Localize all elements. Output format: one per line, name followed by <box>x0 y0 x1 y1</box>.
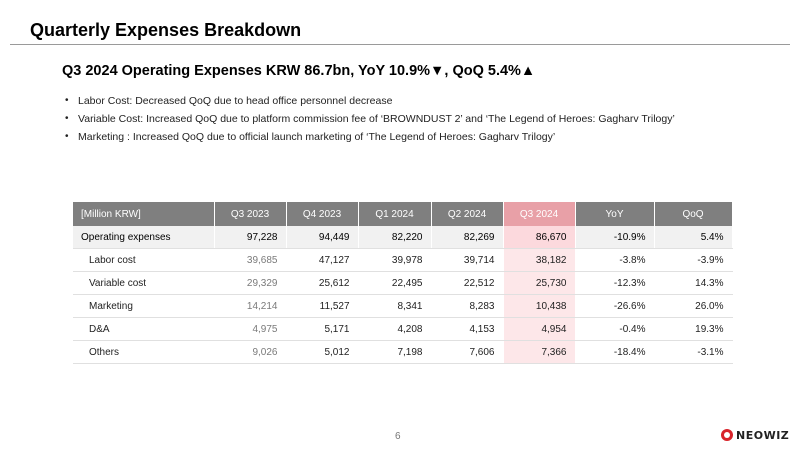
cell-value: 8,341 <box>358 294 432 318</box>
cell-value: 7,198 <box>358 340 432 364</box>
cell-value: 5,171 <box>286 317 359 341</box>
cell-value: -3.8% <box>575 248 655 272</box>
neowiz-logo: NEOWIZ <box>721 427 789 443</box>
cell-value: -3.1% <box>654 340 733 364</box>
cell-value: 4,208 <box>358 317 432 341</box>
cell-value: 11,527 <box>286 294 359 318</box>
table-row-marketing: Marketing 14,214 11,527 8,341 8,283 10,4… <box>73 294 733 318</box>
neowiz-logo-icon <box>721 429 733 441</box>
bullet-item: • Labor Cost: Decreased QoQ due to head o… <box>64 92 675 110</box>
cell-value: 8,283 <box>431 294 504 318</box>
cell-value: 14,214 <box>214 294 287 318</box>
bullet-text: Marketing : Increased QoQ due to officia… <box>78 131 556 143</box>
row-label: Others <box>73 340 215 364</box>
cell-value-highlight: 38,182 <box>503 248 576 272</box>
table-row-operating-expenses: Operating expenses 97,228 94,449 82,220 … <box>73 226 733 249</box>
cell-value-highlight: 25,730 <box>503 271 576 295</box>
cell-value: -10.9% <box>575 226 655 249</box>
cell-value: 29,329 <box>214 271 287 295</box>
row-label: Marketing <box>73 294 215 318</box>
bullet-item: • Variable Cost: Increased QoQ due to pla… <box>64 110 675 128</box>
row-label: D&A <box>73 317 215 341</box>
cell-value: 22,495 <box>358 271 432 295</box>
cell-value: 9,026 <box>214 340 287 364</box>
cell-value: 82,220 <box>358 226 432 249</box>
cell-value: 26.0% <box>654 294 733 318</box>
cell-value: 4,153 <box>431 317 504 341</box>
headline: Q3 2024 Operating Expenses KRW 86.7bn, Y… <box>62 63 536 79</box>
header-qoq: QoQ <box>654 202 733 226</box>
cell-value: 5,012 <box>286 340 359 364</box>
cell-value-highlight: 10,438 <box>503 294 576 318</box>
table-header-row: [Million KRW] Q3 2023 Q4 2023 Q1 2024 Q2… <box>73 202 733 226</box>
row-label: Labor cost <box>73 248 215 272</box>
cell-value: 47,127 <box>286 248 359 272</box>
cell-value: 39,685 <box>214 248 287 272</box>
cell-value: 7,606 <box>431 340 504 364</box>
cell-value-highlight: 86,670 <box>503 226 576 249</box>
page-title: Quarterly Expenses Breakdown <box>30 20 302 40</box>
cell-value: 39,714 <box>431 248 504 272</box>
cell-value: -3.9% <box>654 248 733 272</box>
header-q3-2024: Q3 2024 <box>503 202 576 226</box>
page-number: 6 <box>395 431 401 442</box>
header-q2-2024: Q2 2024 <box>431 202 504 226</box>
bullet-list: • Labor Cost: Decreased QoQ due to head o… <box>64 92 675 146</box>
row-label: Variable cost <box>73 271 215 295</box>
bullet-dot-icon: • <box>65 95 69 106</box>
bullet-dot-icon: • <box>65 131 69 142</box>
cell-value-highlight: 4,954 <box>503 317 576 341</box>
cell-value: 97,228 <box>214 226 287 249</box>
cell-value: -0.4% <box>575 317 655 341</box>
cell-value: 14.3% <box>654 271 733 295</box>
header-q4-2023: Q4 2023 <box>286 202 359 226</box>
cell-value: 25,612 <box>286 271 359 295</box>
table-row-da: D&A 4,975 5,171 4,208 4,153 4,954 -0.4% … <box>73 317 733 341</box>
cell-value: 5.4% <box>654 226 733 249</box>
row-label: Operating expenses <box>73 226 215 249</box>
cell-value: 19.3% <box>654 317 733 341</box>
expenses-table: [Million KRW] Q3 2023 Q4 2023 Q1 2024 Q2… <box>73 202 733 364</box>
cell-value: 22,512 <box>431 271 504 295</box>
cell-value: 4,975 <box>214 317 287 341</box>
cell-value: 39,978 <box>358 248 432 272</box>
table-row-others: Others 9,026 5,012 7,198 7,606 7,366 -18… <box>73 340 733 364</box>
header-unit: [Million KRW] <box>73 202 215 226</box>
bullet-dot-icon: • <box>65 113 69 124</box>
bullet-item: • Marketing : Increased QoQ due to offici… <box>64 128 675 146</box>
table-row-labor-cost: Labor cost 39,685 47,127 39,978 39,714 3… <box>73 248 733 272</box>
cell-value: -12.3% <box>575 271 655 295</box>
header-yoy: YoY <box>575 202 655 226</box>
cell-value: -18.4% <box>575 340 655 364</box>
title-divider <box>10 44 790 45</box>
cell-value: -26.6% <box>575 294 655 318</box>
table-row-variable-cost: Variable cost 29,329 25,612 22,495 22,51… <box>73 271 733 295</box>
cell-value: 94,449 <box>286 226 359 249</box>
logo-text: NEOWIZ <box>736 428 790 442</box>
header-q1-2024: Q1 2024 <box>358 202 432 226</box>
bullet-text: Variable Cost: Increased QoQ due to plat… <box>78 113 675 125</box>
cell-value-highlight: 7,366 <box>503 340 576 364</box>
header-q3-2023: Q3 2023 <box>214 202 287 226</box>
bullet-text: Labor Cost: Decreased QoQ due to head of… <box>78 95 393 107</box>
cell-value: 82,269 <box>431 226 504 249</box>
